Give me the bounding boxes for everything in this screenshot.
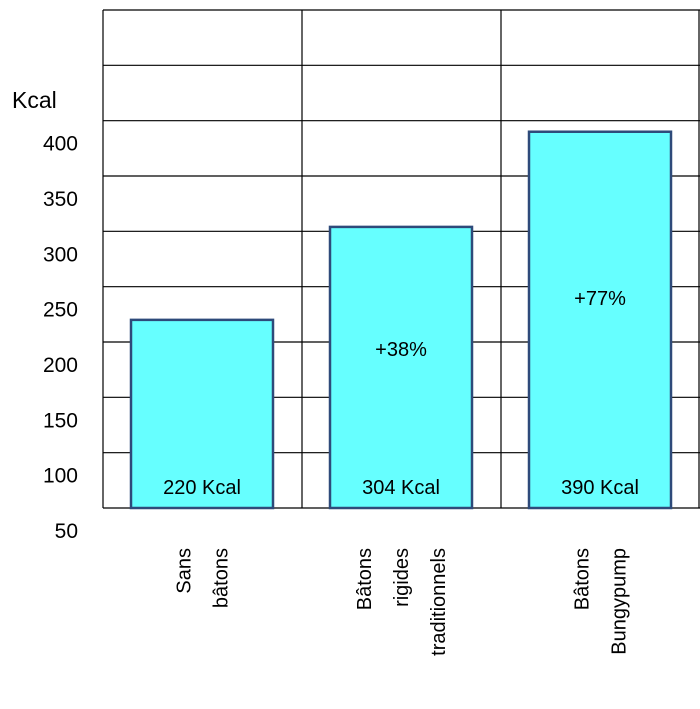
y-axis-ticks: 50 100 150 200 250 300 350 400 (43, 133, 78, 543)
bar-annotation: +38% (375, 339, 427, 361)
bar-annotation: +77% (574, 288, 626, 310)
y-tick-label: 350 (43, 188, 78, 211)
x-axis-category-labels: Sans bâtons Bâtons rigides traditionnels Bâto… (174, 548, 631, 656)
bar (527, 130, 673, 510)
category-label-line: bâtons (211, 548, 233, 608)
bar (328, 225, 474, 510)
bars: 220 Kcal 304 Kcal +38% 390 Kcal +77% (129, 130, 673, 510)
category-label: Bâtons rigides traditionnels (354, 548, 450, 656)
y-tick-label: 50 (55, 520, 78, 543)
category-label-line: rigides (391, 548, 413, 607)
bar (129, 318, 275, 510)
category-label-line: Sans (174, 548, 196, 594)
y-axis-label: Kcal (12, 87, 57, 113)
y-tick-label: 400 (43, 133, 78, 156)
category-label-line: Bâtons (354, 548, 376, 610)
bar-value-label: 304 Kcal (362, 477, 440, 499)
category-label-line: Bungypump (609, 548, 631, 655)
bar-value-label: 390 Kcal (561, 477, 639, 499)
bar-value-label: 220 Kcal (163, 477, 241, 499)
y-tick-label: 100 (43, 465, 78, 488)
category-label-line: traditionnels (428, 548, 450, 656)
y-tick-label: 200 (43, 354, 78, 377)
y-tick-label: 150 (43, 409, 78, 432)
category-label-line: Bâtons (572, 548, 594, 610)
y-tick-label: 300 (43, 243, 78, 266)
category-label: Sans bâtons (174, 548, 233, 608)
category-label: Bâtons Bungypump (572, 548, 631, 655)
y-tick-label: 250 (43, 299, 78, 322)
